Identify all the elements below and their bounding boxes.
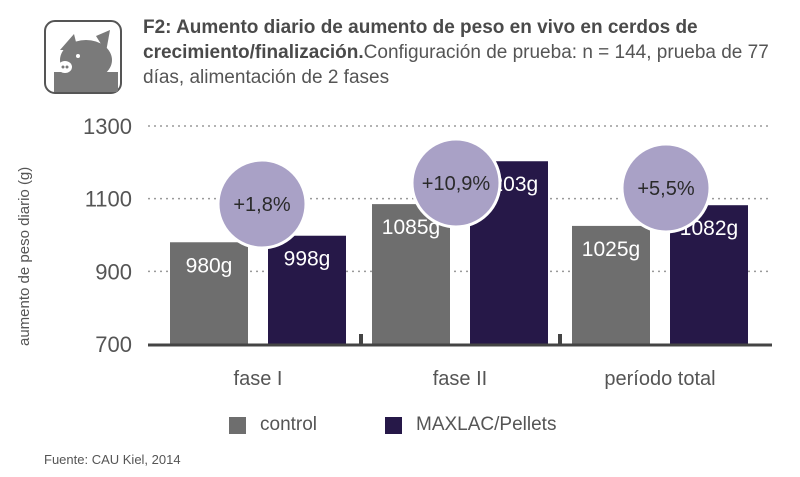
percent-bubble [620,142,712,234]
data-label: 980g [186,254,233,277]
percent-annotation: +10,9% [422,173,491,195]
bar-control [572,225,650,344]
legend-label-maxlac: MAXLAC/Pellets [416,414,557,435]
data-label: 1025g [582,238,640,261]
legend-label-control: control [260,414,318,435]
percent-annotation: +5,5% [637,178,694,200]
source-note: Fuente: CAU Kiel, 2014 [44,452,181,467]
legend-item-control: control [229,414,317,436]
bar-control [372,204,450,344]
y-tick-label: 1100 [85,187,132,212]
legend-item-maxlac: MAXLAC/Pellets [385,414,556,436]
pig-icon [44,20,122,94]
group-separator [558,334,562,344]
percent-annotation: +1,8% [233,194,290,216]
legend-swatch-control [229,416,246,434]
group-separator [359,334,363,344]
bar-maxlac [268,235,346,344]
x-tick-label: período total [604,368,715,390]
bar-control [170,242,248,344]
y-tick-label: 900 [95,259,132,284]
data-label: 1085g [382,216,440,239]
logo [44,20,122,94]
percent-bubble [216,158,308,250]
chart-title: F2: Aumento diario de aumento de peso en… [143,15,783,90]
y-tick-label: 700 [95,332,132,357]
x-tick-label: fase II [433,368,487,390]
data-label: 998g [284,248,331,271]
y-tick-label: 1300 [83,114,132,139]
chart-title-bold: F2: Aumento diario de aumento de peso en… [143,17,698,63]
legend-swatch-maxlac [385,416,402,434]
percent-bubble [410,137,502,229]
x-tick-label: fase I [234,368,283,390]
chart-title-normal: Configuración de prueba: n = 144, prueba… [143,42,769,88]
